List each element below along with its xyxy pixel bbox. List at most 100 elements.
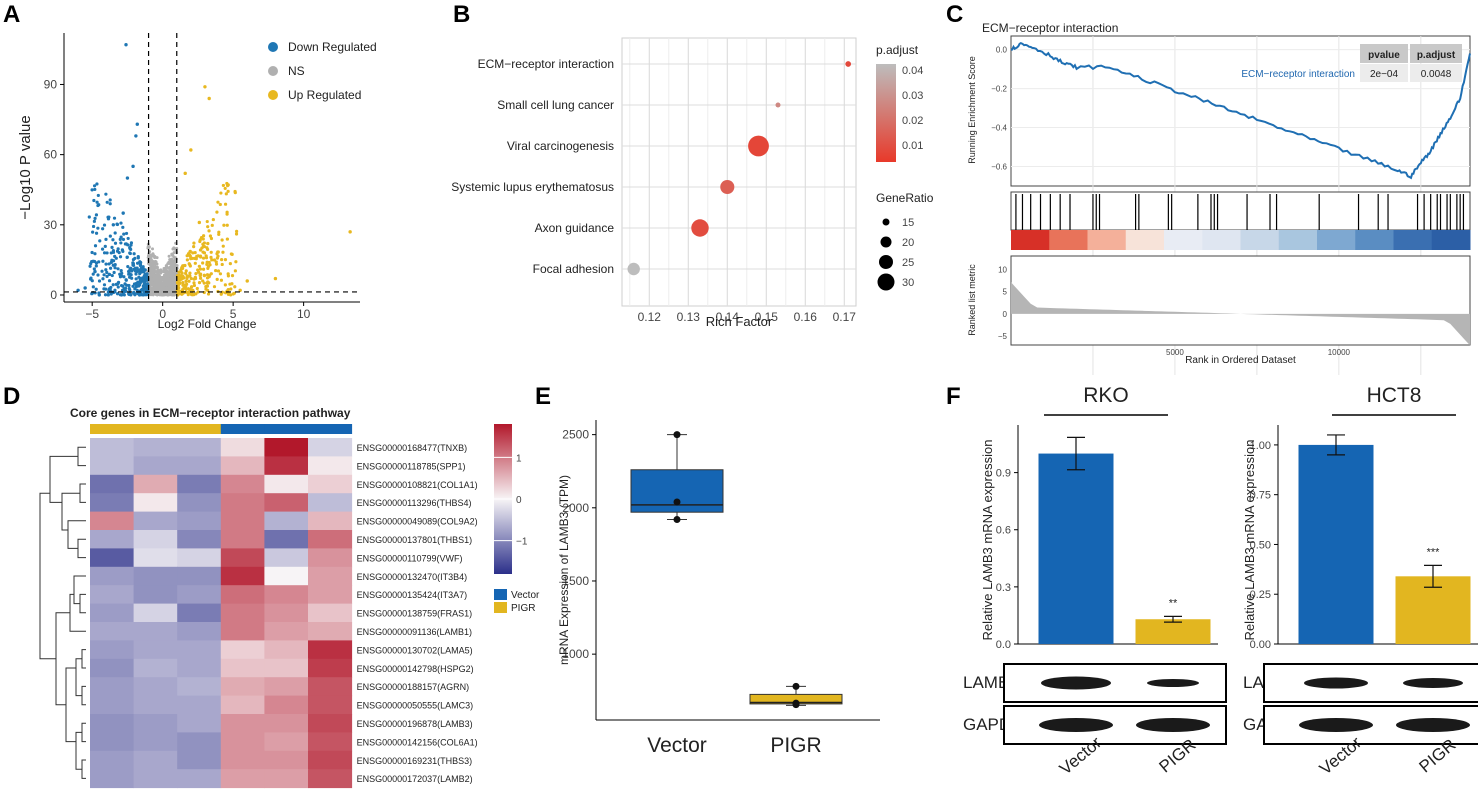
heatmap-cell bbox=[308, 493, 353, 513]
heatmap-cell bbox=[220, 530, 265, 549]
heatmap-cell bbox=[220, 622, 265, 641]
y-tick-label: 0.00 bbox=[1250, 639, 1271, 651]
point-down bbox=[128, 246, 132, 251]
x-tick-label: 10 bbox=[297, 307, 311, 321]
point-up bbox=[201, 267, 206, 271]
point-ns bbox=[164, 274, 168, 278]
heatmap-cell bbox=[133, 769, 178, 789]
point-up bbox=[184, 284, 188, 288]
point-ns bbox=[160, 286, 164, 290]
point-up bbox=[210, 258, 214, 262]
point-down bbox=[92, 219, 96, 223]
color-legend-tick: 0.01 bbox=[902, 140, 923, 152]
data-point bbox=[673, 516, 681, 524]
point-up bbox=[223, 186, 227, 191]
point-down bbox=[90, 188, 94, 192]
point-down bbox=[122, 275, 126, 279]
blot-band bbox=[1041, 676, 1111, 690]
point-down bbox=[113, 262, 117, 267]
heatmap-cell bbox=[90, 585, 135, 605]
point-up bbox=[203, 85, 207, 89]
point-down bbox=[109, 292, 113, 296]
point-down bbox=[93, 269, 97, 274]
category-label: ECM−receptor interaction bbox=[478, 57, 614, 71]
panel-label-a: A bbox=[3, 1, 20, 28]
heatmap-cell bbox=[177, 732, 222, 752]
enrichment-dot bbox=[845, 61, 852, 67]
point-ns bbox=[167, 254, 171, 258]
heatmap-cell bbox=[308, 530, 353, 549]
heatmap-cell bbox=[308, 695, 353, 715]
blot-band bbox=[1136, 718, 1210, 732]
point-down bbox=[110, 258, 114, 262]
point-down bbox=[137, 275, 141, 279]
heatmap-cell bbox=[90, 548, 135, 568]
point-down bbox=[121, 211, 125, 215]
point-down bbox=[105, 270, 109, 275]
point-up bbox=[238, 288, 242, 293]
point-up bbox=[219, 191, 223, 195]
table-header: pvalue bbox=[1368, 50, 1400, 61]
dendrogram bbox=[39, 446, 86, 779]
point-down bbox=[113, 241, 118, 245]
size-legend-title: GeneRatio bbox=[876, 191, 934, 205]
point-down bbox=[94, 264, 98, 268]
point-up bbox=[215, 252, 219, 256]
point-down bbox=[119, 269, 123, 273]
rank-band bbox=[1355, 230, 1394, 250]
significance-mark: ** bbox=[1169, 597, 1178, 609]
heatmap-cell bbox=[264, 750, 309, 770]
dendrogram-branch bbox=[81, 649, 86, 669]
blot-band bbox=[1299, 718, 1373, 732]
rank-band bbox=[1240, 230, 1280, 250]
heatmap-cell bbox=[220, 658, 265, 678]
bar bbox=[1038, 453, 1114, 644]
point-down bbox=[107, 288, 111, 292]
point-ns bbox=[166, 277, 170, 281]
point-down bbox=[96, 193, 100, 198]
point-ns bbox=[168, 269, 172, 273]
heatmap-cell bbox=[90, 658, 135, 678]
point-ns bbox=[171, 247, 175, 251]
heatmap-cell bbox=[177, 603, 222, 623]
point-up bbox=[221, 183, 225, 188]
point-up bbox=[185, 275, 189, 279]
point-down bbox=[111, 238, 115, 242]
point-down bbox=[138, 272, 142, 276]
point-down bbox=[133, 256, 137, 260]
point-ns bbox=[153, 283, 157, 287]
point-up bbox=[208, 234, 213, 238]
point-down bbox=[117, 250, 121, 255]
point-up bbox=[205, 219, 209, 224]
point-up bbox=[206, 266, 210, 270]
point-down bbox=[144, 282, 149, 286]
point-down bbox=[93, 187, 97, 192]
point-down bbox=[127, 286, 131, 291]
point-down bbox=[127, 272, 131, 276]
point-ns bbox=[151, 247, 155, 251]
point-down bbox=[105, 251, 109, 255]
point-down bbox=[133, 282, 137, 286]
size-legend-dot bbox=[882, 218, 890, 226]
heatmap-cell bbox=[133, 714, 178, 733]
heatmap-cell bbox=[133, 474, 178, 494]
color-bar-label: 1 bbox=[516, 453, 522, 464]
column-annotation bbox=[133, 424, 178, 434]
heatmap-cell bbox=[264, 677, 309, 697]
y-axis-title: mRNA Expression of LAMB3 (TPM) bbox=[557, 475, 571, 665]
point-up bbox=[230, 274, 235, 278]
point-down bbox=[95, 182, 99, 186]
point-ns bbox=[151, 273, 155, 277]
heatmap-cell bbox=[90, 677, 135, 697]
heatmap-cell bbox=[220, 640, 265, 660]
point-down bbox=[119, 283, 124, 288]
dendrogram-branch bbox=[81, 685, 86, 706]
point-up bbox=[221, 244, 225, 248]
heatmap-cell bbox=[90, 750, 135, 770]
size-legend-tick: 30 bbox=[902, 277, 914, 289]
heatmap-cell bbox=[220, 714, 265, 733]
point-down bbox=[92, 198, 96, 203]
point-down bbox=[102, 273, 106, 277]
size-legend-tick: 15 bbox=[902, 217, 914, 229]
